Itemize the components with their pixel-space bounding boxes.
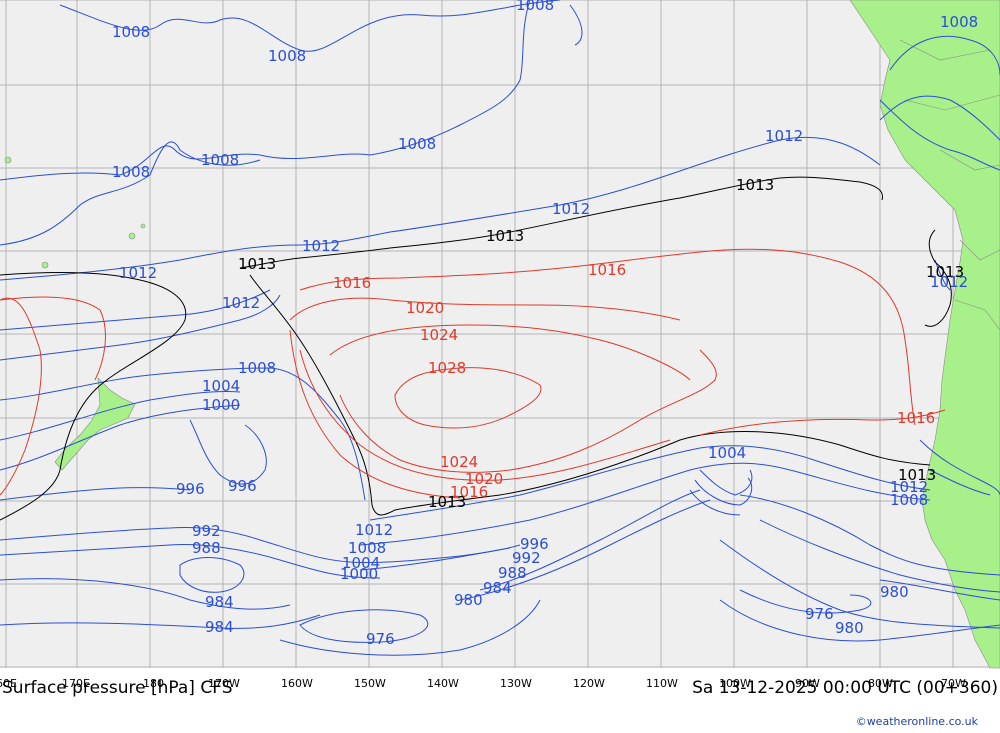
- longitude-label: 160W: [281, 677, 313, 690]
- isobar-label: 1016: [450, 483, 488, 501]
- longitude-label: 100W: [719, 677, 751, 690]
- isobar-label: 976: [805, 605, 834, 623]
- longitude-label: 150W: [354, 677, 386, 690]
- credit-link[interactable]: ©weatheronline.co.uk: [855, 715, 978, 728]
- isobar-label: 1012: [355, 521, 393, 539]
- isobar-label: 1012: [302, 237, 340, 255]
- isobar-label: 1012: [890, 478, 928, 496]
- isobar-label: 1028: [428, 359, 466, 377]
- isobar-label: 1008: [890, 491, 928, 509]
- isobar-label: 1008: [268, 47, 306, 65]
- isobar-label: 1000: [340, 565, 378, 583]
- isobar-label: 1012: [119, 264, 157, 282]
- longitude-axis: 60E 170E 180 170W 160W 150W 140W 130W 12…: [0, 677, 966, 690]
- isobar-label: 1012: [552, 200, 590, 218]
- isobar-label: 1013: [736, 176, 774, 194]
- isobar-label: 980: [454, 591, 483, 609]
- isobar-label: 984: [205, 618, 234, 636]
- isobar-label: 980: [880, 583, 909, 601]
- map-title: Surface pressure [hPa] CFS: [2, 678, 233, 698]
- isobar-label: 1013: [486, 227, 524, 245]
- longitude-label: 90W: [795, 677, 820, 690]
- south-america-land: [849, 0, 1000, 669]
- isobar-label: 1008: [348, 539, 386, 557]
- pacific-islands: [4, 156, 146, 269]
- low-isobars: [0, 0, 1000, 656]
- longitude-label: 70W: [941, 677, 966, 690]
- isobar-label: 1008: [112, 163, 150, 181]
- longitude-label: 130W: [500, 677, 532, 690]
- isobar-label: 1016: [588, 261, 626, 279]
- new-zealand-land: [54, 377, 136, 471]
- longitude-label: 170E: [62, 677, 90, 690]
- isobar-label: 992: [192, 522, 221, 540]
- isobar-label: 984: [205, 593, 234, 611]
- isobar-label: 984: [483, 579, 512, 597]
- isobar-label: 1000: [202, 396, 240, 414]
- isobar-label: 1008: [238, 359, 276, 377]
- valid-time: Sa 13-12-2025 00:00 UTC (00+360): [692, 678, 998, 698]
- high-isobars: [0, 248, 946, 499]
- isobar-label: 988: [498, 564, 527, 582]
- isobar-label-layer: 1008 1008 1008 1008 1008 1008 1008 1012 …: [112, 0, 978, 648]
- isobar-label: 1008: [398, 135, 436, 153]
- longitude-label: 170W: [208, 677, 240, 690]
- isobar-label: 1012: [930, 273, 968, 291]
- isobar-label: 1012: [222, 294, 260, 312]
- isobar-label: 1008: [940, 13, 978, 31]
- isobar-label: 1012: [765, 127, 803, 145]
- isobar-label: 1013: [238, 255, 276, 273]
- isobar-label: 1004: [342, 554, 380, 572]
- isobar-label: 1008: [112, 23, 150, 41]
- isobar-label: 996: [228, 477, 257, 495]
- isobar-label: 1013: [428, 493, 466, 511]
- isobar-label: 992: [512, 549, 541, 567]
- longitude-label: 120W: [573, 677, 605, 690]
- isobar-label: 1024: [420, 326, 458, 344]
- isobar-label: 1004: [708, 444, 746, 462]
- isobar-label: 976: [366, 630, 395, 648]
- longitude-label: 180: [143, 677, 164, 690]
- longitude-label: 140W: [427, 677, 459, 690]
- isobar-label: 1016: [897, 409, 935, 427]
- isobar-label: 1020: [406, 299, 444, 317]
- isobar-label: 1013: [926, 263, 964, 281]
- longitude-label: 60E: [0, 677, 17, 690]
- isobar-label: 1008: [201, 151, 239, 169]
- isobar-label: 988: [192, 539, 221, 557]
- isobar-label: 1024: [440, 453, 478, 471]
- isobar-label: 1016: [333, 274, 371, 292]
- isobar-label: 996: [520, 535, 549, 553]
- isobar-label: 1004: [202, 377, 240, 395]
- isobar-label: 1020: [465, 470, 503, 488]
- isobar-label: 1013: [898, 466, 936, 484]
- isobar-label: 980: [835, 619, 864, 637]
- longitude-label: 110W: [646, 677, 678, 690]
- standard-isobars: [0, 176, 952, 521]
- isobar-label: 996: [176, 480, 205, 498]
- isobar-label: 1008: [516, 0, 554, 14]
- longitude-label: 80W: [868, 677, 893, 690]
